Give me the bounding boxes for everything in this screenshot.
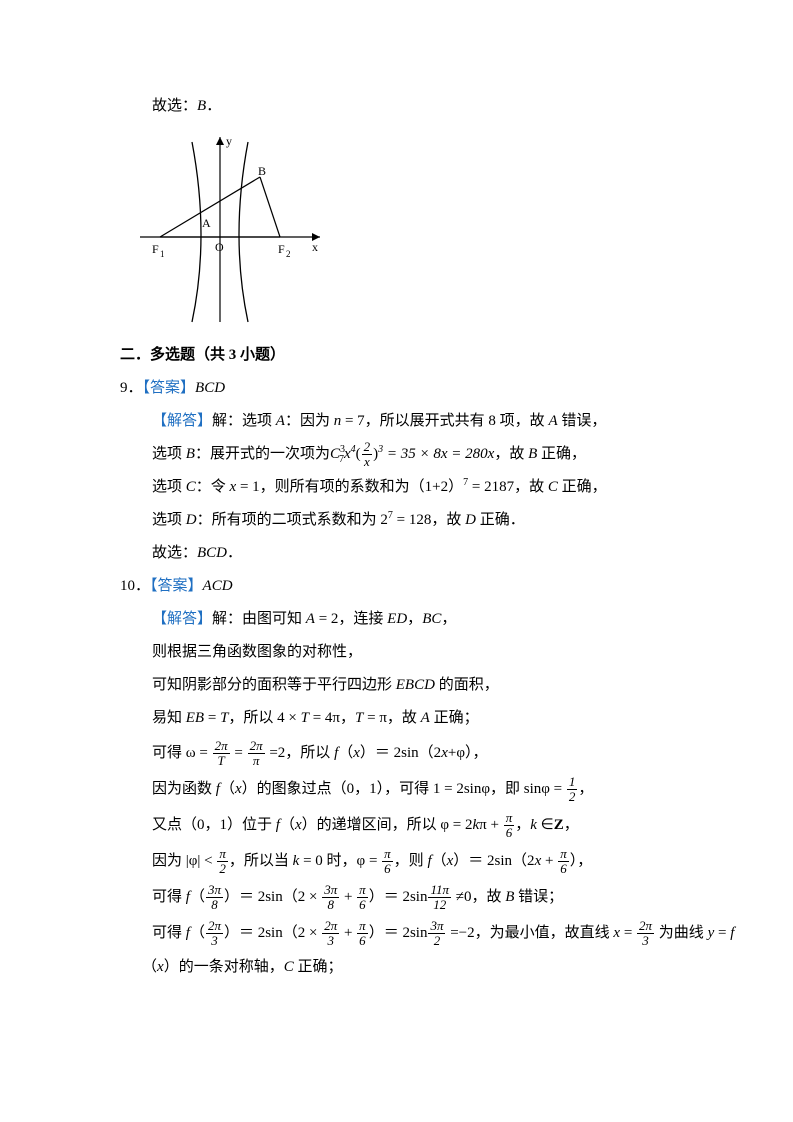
hyperbola-diagram: A B O F 1 F 2 x y	[130, 127, 693, 327]
q10-l8: 因为 |φ| < π2，所以当 k = 0 时，φ = π6，则 f（x）＝ 2…	[120, 843, 693, 879]
q10-l7: 又点（0，1）位于 f（x）的递增区间，所以 φ = 2kπ + π6，k ∈Z…	[120, 807, 693, 843]
page: 故选：B． A B O F 1 F 2 x y	[0, 0, 793, 1122]
svg-text:y: y	[226, 134, 232, 148]
q9-conclusion: 故选：BCD．	[120, 537, 693, 570]
svg-text:F: F	[278, 242, 285, 256]
prev-conclusion: 故选：B．	[120, 90, 693, 123]
q10-l2: 则根据三角函数图象的对称性，	[120, 636, 693, 669]
svg-text:x: x	[312, 240, 318, 254]
text: 故选：	[152, 98, 197, 114]
q9-sol-A: 【解答】解：选项 A：因为 n = 7，所以展开式共有 8 项，故 A 错误，	[120, 405, 693, 438]
q9-answer-line: 9．【答案】BCD	[120, 372, 693, 405]
q10-l4: 易知 EB = T，所以 4 × T = 4π，T = π，故 A 正确；	[120, 702, 693, 735]
svg-text:O: O	[215, 240, 224, 254]
svg-text:2: 2	[286, 249, 291, 259]
q9-sol-C: 选项 C：令 x = 1，则所有项的系数和为（1+2）7 = 2187，故 C …	[120, 471, 693, 504]
svg-text:F: F	[152, 242, 159, 256]
svg-text:1: 1	[160, 249, 165, 259]
dot: ．	[206, 98, 221, 114]
svg-text:B: B	[258, 164, 266, 178]
answer-label: 【答案】	[143, 380, 196, 396]
section-2-title: 二．多选题（共 3 小题）	[120, 339, 693, 372]
q10-l9: 可得 f（3π8）＝ 2sin（2 × 3π8 + π6）＝ 2sin11π12…	[120, 879, 693, 915]
q10-l3: 可知阴影部分的面积等于平行四边形 EBCD 的面积，	[120, 669, 693, 702]
q9-sol-D: 选项 D：所有项的二项式系数和为 27 = 128，故 D 正确．	[120, 504, 693, 537]
q10-l1: 【解答】解：由图可知 A = 2，连接 ED，BC，	[120, 603, 693, 636]
q10-answer-line: 10．【答案】ACD	[120, 570, 693, 603]
q9-sol-B: 选项 B：展开式的一次项为C37x4(2x)3 = 35 × 8x = 280x…	[120, 438, 693, 471]
svg-text:A: A	[202, 216, 211, 230]
q10-l5: 可得 ω = 2πT = 2ππ =2，所以 f（x）＝ 2sin（2x+φ），	[120, 735, 693, 771]
q9-answer: BCD	[195, 380, 225, 396]
sol-label: 【解答】	[152, 413, 212, 429]
q9-num: 9．	[120, 380, 143, 396]
q10-l6: 因为函数 f（x）的图象过点（0，1），可得 1 = 2sinφ，即 sinφ …	[120, 771, 693, 807]
diagram-svg: A B O F 1 F 2 x y	[130, 127, 330, 327]
q10-l10: 可得 f（2π3）＝ 2sin（2 × 2π3 + π6）＝ 2sin3π2 =…	[120, 915, 693, 951]
q10-l11: （x）的一条对称轴，C 正确；	[120, 951, 693, 984]
answer-b: B	[197, 98, 206, 114]
